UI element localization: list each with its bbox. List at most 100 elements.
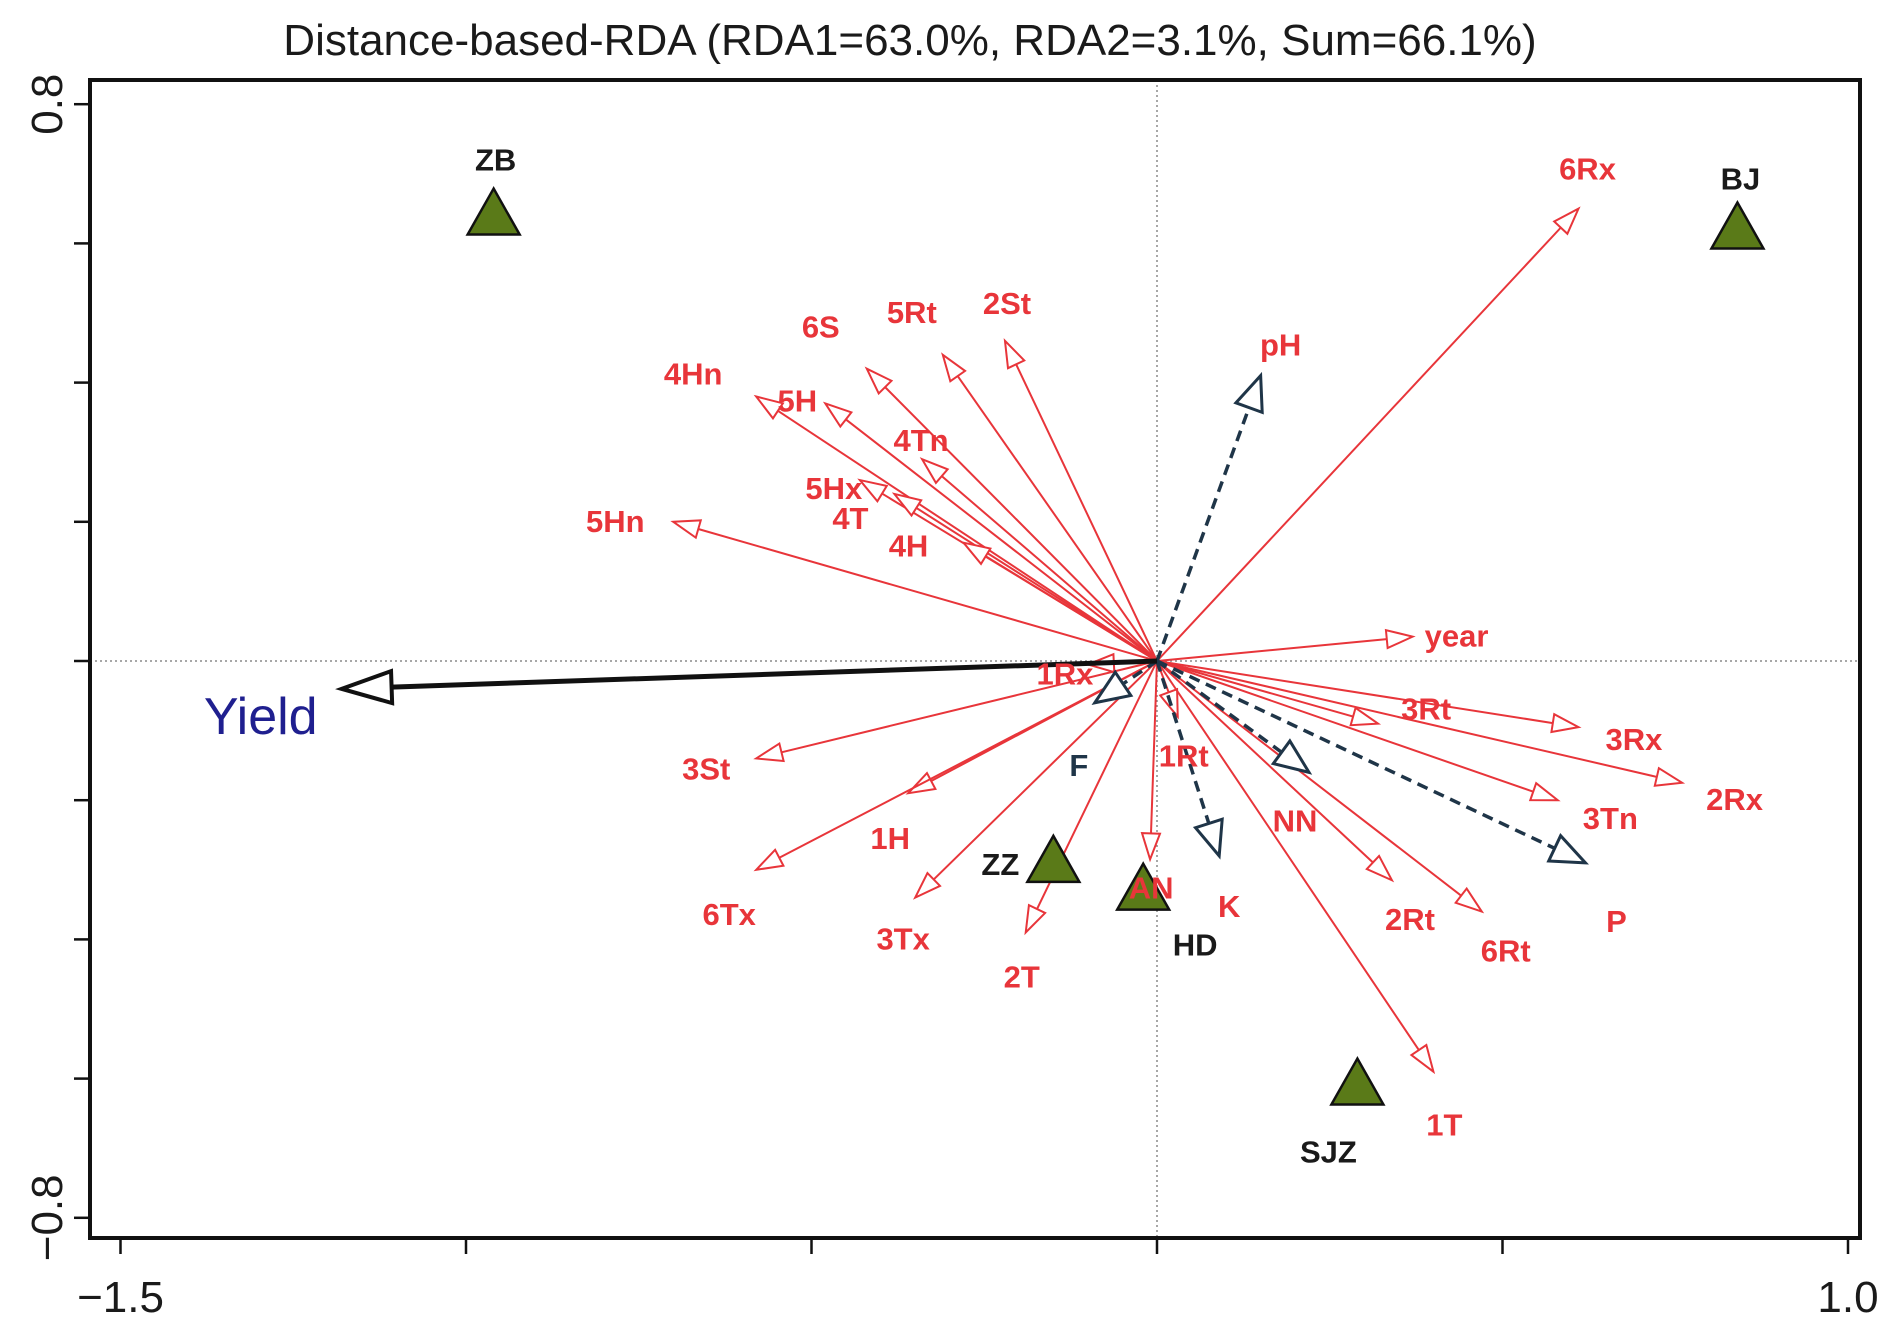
vector-2rt-head [1365,854,1395,883]
vector-3rx-shaft [1156,660,1553,725]
site-label-sjz: SJZ [1300,1135,1357,1170]
yield-vector-head [335,668,395,706]
x-tick-label: −1.5 [77,1273,164,1322]
vector-6s-shaft [884,386,1158,662]
label-3tn: 3Tn [1583,801,1638,836]
site-label-bj: BJ [1721,161,1761,196]
site-label-zb: ZB [475,143,516,178]
label-k: K [1218,889,1241,924]
label-f: F [1069,748,1088,783]
vector-4hn-head [753,394,785,421]
yield-vector [335,658,1158,706]
vector-3tn [1156,660,1561,802]
vector-5h [822,401,1158,662]
site-label-zz: ZZ [981,847,1019,882]
label-6s: 6S [802,310,840,345]
vector-year-shaft [1156,638,1387,662]
yield-vector-shaft [391,658,1158,690]
label-2t: 2T [1004,959,1040,994]
vector-6s [864,366,1158,662]
vector-5rt-head [941,352,967,383]
label-5h: 5H [777,383,817,418]
label-3st: 3St [682,751,730,786]
vector-3st [753,660,1158,763]
soil-vector-f [1091,659,1158,705]
vector-6tx-head [753,848,785,872]
label-1rt: 1Rt [1159,739,1209,774]
label-3rx: 3Rx [1606,722,1664,757]
site-label-hd: HD [1173,928,1218,963]
axes: −1.5 1.0 0.8 −0.8 [23,74,1879,1322]
site-sjz [1329,1056,1386,1106]
vector-5h-shaft [845,418,1158,662]
vector-4tn-shaft [941,475,1158,662]
vector-3st-shaft [781,660,1158,754]
vector-an [1140,660,1162,863]
vector-2rx-head [1653,766,1686,787]
label-4hn: 4Hn [664,357,723,392]
label-2st: 2St [983,286,1031,321]
soil-vector-k [1155,660,1224,860]
label-4tn: 4Tn [893,423,948,458]
vector-4tn-head [919,457,950,485]
vector-6rt-head [1454,886,1485,914]
vector-3tx-head [912,871,942,900]
soil-vector-k-head [1192,817,1224,860]
vector-3rt-shaft [1156,660,1354,718]
site-bj [1709,199,1766,250]
vector-6tx [753,660,1158,872]
label-6rt: 6Rt [1481,934,1531,969]
label-nn: NN [1273,803,1318,838]
vector-3rt-head [1349,706,1382,727]
vector-6rx-head [1552,206,1581,236]
vector-4h-shaft [985,555,1158,662]
vector-1t-head [1409,1043,1436,1075]
label-4h: 4H [889,529,929,564]
label-1rx: 1Rx [1036,656,1094,691]
x-tick-label: 1.0 [1817,1273,1878,1322]
soil-vector-nn [1155,659,1313,775]
vector-3rt [1156,660,1382,727]
label-an: AN [1129,870,1174,905]
soil-vector-ph-shaft [1155,406,1251,662]
vector-layer [335,206,1686,1075]
label-4t: 4T [832,501,868,536]
soil-vector-ph [1155,371,1264,662]
vector-5hn [670,519,1158,662]
yield-label: Yield [204,688,318,746]
y-tick-label: −0.8 [23,1174,72,1261]
vector-4h [960,541,1158,662]
plot-frame [88,78,1862,1240]
label-5hx: 5Hx [805,471,863,506]
vector-5hx-head [857,478,889,503]
vector-5rt-shaft [956,375,1158,662]
soil-vector-nn-shaft [1155,659,1283,754]
vector-year-head [1384,628,1416,650]
label-1t: 1T [1426,1108,1462,1143]
soil-vector-ph-head [1233,371,1264,415]
vector-2st [1003,338,1158,662]
vector-2rx-shaft [1156,660,1658,778]
vector-2rx [1156,660,1686,787]
label-ph: pH [1260,328,1301,363]
vector-4hn-shaft [777,410,1158,662]
vector-4hn [753,394,1158,662]
vector-5hn-shaft [698,528,1158,662]
label-2rx: 2Rx [1706,782,1764,817]
label-3tx: 3Tx [876,922,930,957]
vector-2st-head [1003,338,1026,370]
label-1h: 1H [870,821,910,856]
label-6tx: 6Tx [703,897,757,932]
vector-6s-head [864,366,894,396]
label-3rt: 3Rt [1401,692,1451,727]
vector-5h-head [822,401,854,429]
vector-6rx-shaft [1156,226,1562,662]
vector-6tx-shaft [778,660,1158,859]
vector-an-shaft [1149,660,1158,834]
site-hd [1115,861,1172,911]
vector-1t-shaft [1156,660,1420,1051]
label-p: P [1606,904,1627,939]
vector-2t-head [1024,903,1047,936]
